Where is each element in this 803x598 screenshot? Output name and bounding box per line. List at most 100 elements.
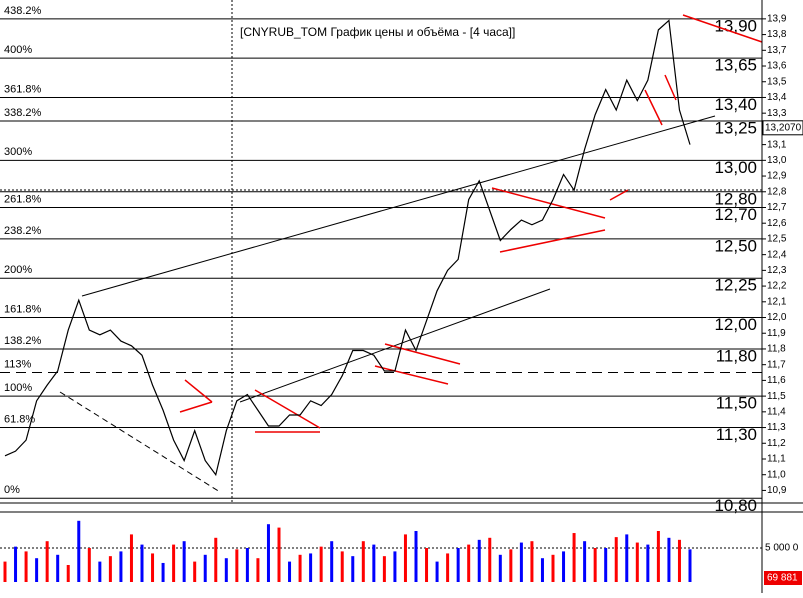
y-tick-label: 12,0 <box>767 312 787 323</box>
volume-bar <box>14 546 18 582</box>
y-tick-label: 11,3 <box>767 422 786 433</box>
level-label: 13,90 <box>714 16 757 35</box>
level-label: 10,80 <box>714 496 757 515</box>
volume-bar <box>256 558 260 582</box>
pattern-line <box>374 365 449 385</box>
y-tick-label: 12,7 <box>767 202 787 213</box>
price-line <box>4 19 691 477</box>
y-tick-label: 11,7 <box>767 359 786 370</box>
y-tick-label: 13,5 <box>767 76 787 87</box>
level-label: 13,65 <box>714 56 757 75</box>
volume-bar <box>56 554 60 582</box>
volume-bar <box>446 553 450 582</box>
volume-bar <box>330 541 334 582</box>
volume-bar <box>77 520 81 582</box>
volume-bar <box>277 527 281 582</box>
volume-bar <box>266 524 270 582</box>
current-price-label: 13,2070 <box>765 122 802 133</box>
volume-bar <box>498 554 502 582</box>
levels: 438.2% 13,90 400% 13,65 361.8% 13,40 338.2% 13,… <box>0 5 762 515</box>
volume-bar <box>119 551 123 582</box>
y-tick-label: 11,6 <box>767 375 786 386</box>
volume-tick-label: 5 000 0 <box>765 543 799 554</box>
volume-bar <box>456 548 460 582</box>
pattern-line <box>664 74 677 101</box>
volume-bar <box>435 561 439 582</box>
volume-bar <box>625 534 629 582</box>
volume-bar <box>108 556 112 582</box>
volume-bar <box>235 549 239 582</box>
volume-bar <box>98 561 102 582</box>
volume-bar <box>635 542 639 582</box>
volume-bar <box>488 537 492 582</box>
level-label: 11,80 <box>716 346 757 365</box>
fib-label: 338.2% <box>4 107 42 119</box>
volume-bar <box>298 554 302 582</box>
volume-bar <box>677 539 681 582</box>
volume-bar <box>509 549 513 582</box>
volume-bar <box>151 553 155 582</box>
pattern-line <box>644 89 663 126</box>
volume-bar <box>551 554 555 582</box>
y-tick-label: 13,4 <box>767 92 787 103</box>
level-label: 13,40 <box>714 95 757 114</box>
pattern-line <box>499 229 606 253</box>
y-tick-label: 13,6 <box>767 61 787 72</box>
y-tick-label: 10,9 <box>767 485 787 496</box>
fib-label: 113% <box>4 358 32 370</box>
volume-panel: 5 000 0 69 881 <box>0 520 802 585</box>
trend-line <box>239 288 551 403</box>
volume-bar <box>224 558 228 582</box>
volume-bar <box>688 549 692 582</box>
volume-bar <box>87 548 91 582</box>
volume-bar <box>425 548 429 582</box>
current-price-box <box>762 120 803 136</box>
fib-label: 238.2% <box>4 225 42 237</box>
level-label: 13,25 <box>714 119 757 138</box>
volume-bar <box>540 558 544 582</box>
y-tick-label: 11,4 <box>767 406 786 417</box>
volume-bar <box>129 534 133 582</box>
volume-bar <box>24 551 28 582</box>
y-tick-label: 12,5 <box>767 234 787 245</box>
fib-label: 61.8% <box>4 413 35 425</box>
volume-bar <box>519 542 523 582</box>
y-tick-label: 11,8 <box>767 344 786 355</box>
fib-label: 361.8% <box>4 83 42 95</box>
y-tick-label: 12,6 <box>767 218 787 229</box>
fib-label: 400% <box>4 44 32 56</box>
volume-bar <box>140 544 144 582</box>
y-tick-label: 12,4 <box>767 249 787 260</box>
y-tick-label: 13,1 <box>767 139 787 150</box>
y-tick-label: 12,8 <box>767 186 787 197</box>
level-label: 11,50 <box>716 394 757 413</box>
y-tick-label: 11,5 <box>767 391 786 402</box>
volume-bar <box>414 531 418 582</box>
fib-label: 161.8% <box>4 303 42 315</box>
volume-bar <box>477 539 481 582</box>
level-label: 11,30 <box>716 425 757 444</box>
fib-label: 300% <box>4 146 32 158</box>
y-tick-label: 13,8 <box>767 29 787 40</box>
volume-current-label: 69 881 <box>767 573 798 584</box>
volume-bar <box>309 553 313 582</box>
level-label: 12,50 <box>714 236 757 255</box>
volume-bar <box>646 544 650 582</box>
fib-label: 100% <box>4 382 32 394</box>
volume-bar <box>3 561 7 582</box>
volume-bar <box>161 562 165 582</box>
volume-bar <box>572 533 576 582</box>
volume-bar <box>667 537 671 582</box>
y-tick-label: 13,0 <box>767 155 787 166</box>
volume-bar <box>656 531 660 582</box>
pattern-line <box>609 189 629 201</box>
y-tick-label: 11,1 <box>767 454 786 465</box>
fib-label: 261.8% <box>4 193 42 205</box>
volume-bar <box>340 551 344 582</box>
volume-bar <box>382 556 386 582</box>
volume-bar <box>203 554 207 582</box>
volume-bar <box>172 544 176 582</box>
y-tick-label: 13,3 <box>767 108 787 119</box>
trend-line <box>59 391 221 493</box>
